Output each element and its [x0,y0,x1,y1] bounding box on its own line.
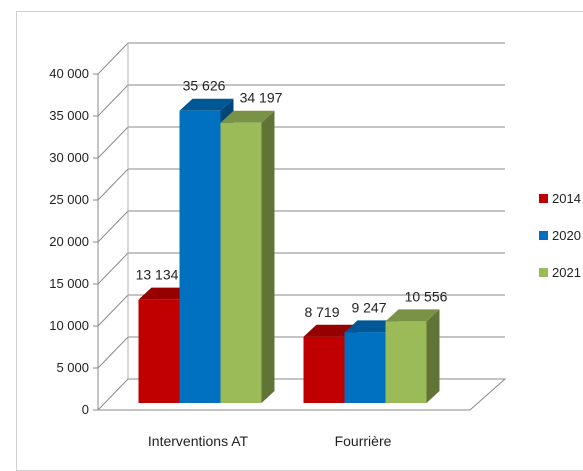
bar-front [220,122,262,403]
bar-front [179,110,221,403]
bar-top [385,309,440,322]
legend-item-2020: 2020 [539,228,581,243]
y-tick-label: 10 000 [49,318,89,333]
bar-2021-1 [385,309,440,403]
category-label: Fourrière [335,433,392,449]
legend-item-2014: 2014 [539,191,581,206]
bar-side [426,309,440,403]
legend-label: 2020 [552,228,581,243]
y-tick-label: 0 [82,402,89,417]
bar-front [303,336,345,403]
data-labels: 13 134 35 626 34 197 8 719 9 247 10 556 [136,78,448,320]
gridline [97,210,505,243]
data-label: 9 247 [351,299,386,315]
bar-top [344,320,399,333]
gridline [97,84,505,117]
y-tick-label: 5 000 [56,360,89,375]
y-tick-label: 40 000 [49,66,89,81]
x-axis-categories: Interventions AT Fourrière [148,433,392,449]
gridline [97,42,505,75]
gridline [97,168,505,201]
gridline [97,126,505,159]
bar-top [303,324,358,337]
bar-top [179,98,234,111]
bar-2021-0 [220,110,275,403]
y-axis-ticks: 0 5 000 10 000 15 000 20 000 25 000 30 000 35 0… [49,66,98,417]
bar-chart: 0 5 000 10 000 15 000 20 000 25 000 30 000 35 0… [49,42,581,449]
bars [138,98,440,403]
y-tick-label: 25 000 [49,192,89,207]
y-tick-label: 30 000 [49,150,89,165]
bar-front [385,321,427,403]
data-label: 13 134 [136,267,179,283]
y-tick-label: 35 000 [49,108,89,123]
data-label: 10 556 [405,288,448,304]
category-label: Interventions AT [148,433,249,449]
bar-front [138,299,180,403]
chart-frame [16,11,583,471]
y-tick-label: 15 000 [49,276,89,291]
y-tick-label: 20 000 [49,234,89,249]
bar-top [138,287,193,300]
bar-side [261,110,275,403]
bar-front [344,332,386,403]
legend-label: 2021 [552,265,581,280]
legend-item-2021: 2021 [539,265,581,280]
data-label: 34 197 [240,90,283,106]
bar-top [220,110,275,123]
legend: 2014 2020 2021 [539,191,581,280]
legend-swatch [539,231,548,240]
legend-swatch [539,194,548,203]
data-label: 35 626 [183,78,226,94]
legend-swatch [539,268,548,277]
chart-floor [97,378,507,411]
data-label: 8 719 [304,304,339,320]
legend-label: 2014 [552,191,581,206]
